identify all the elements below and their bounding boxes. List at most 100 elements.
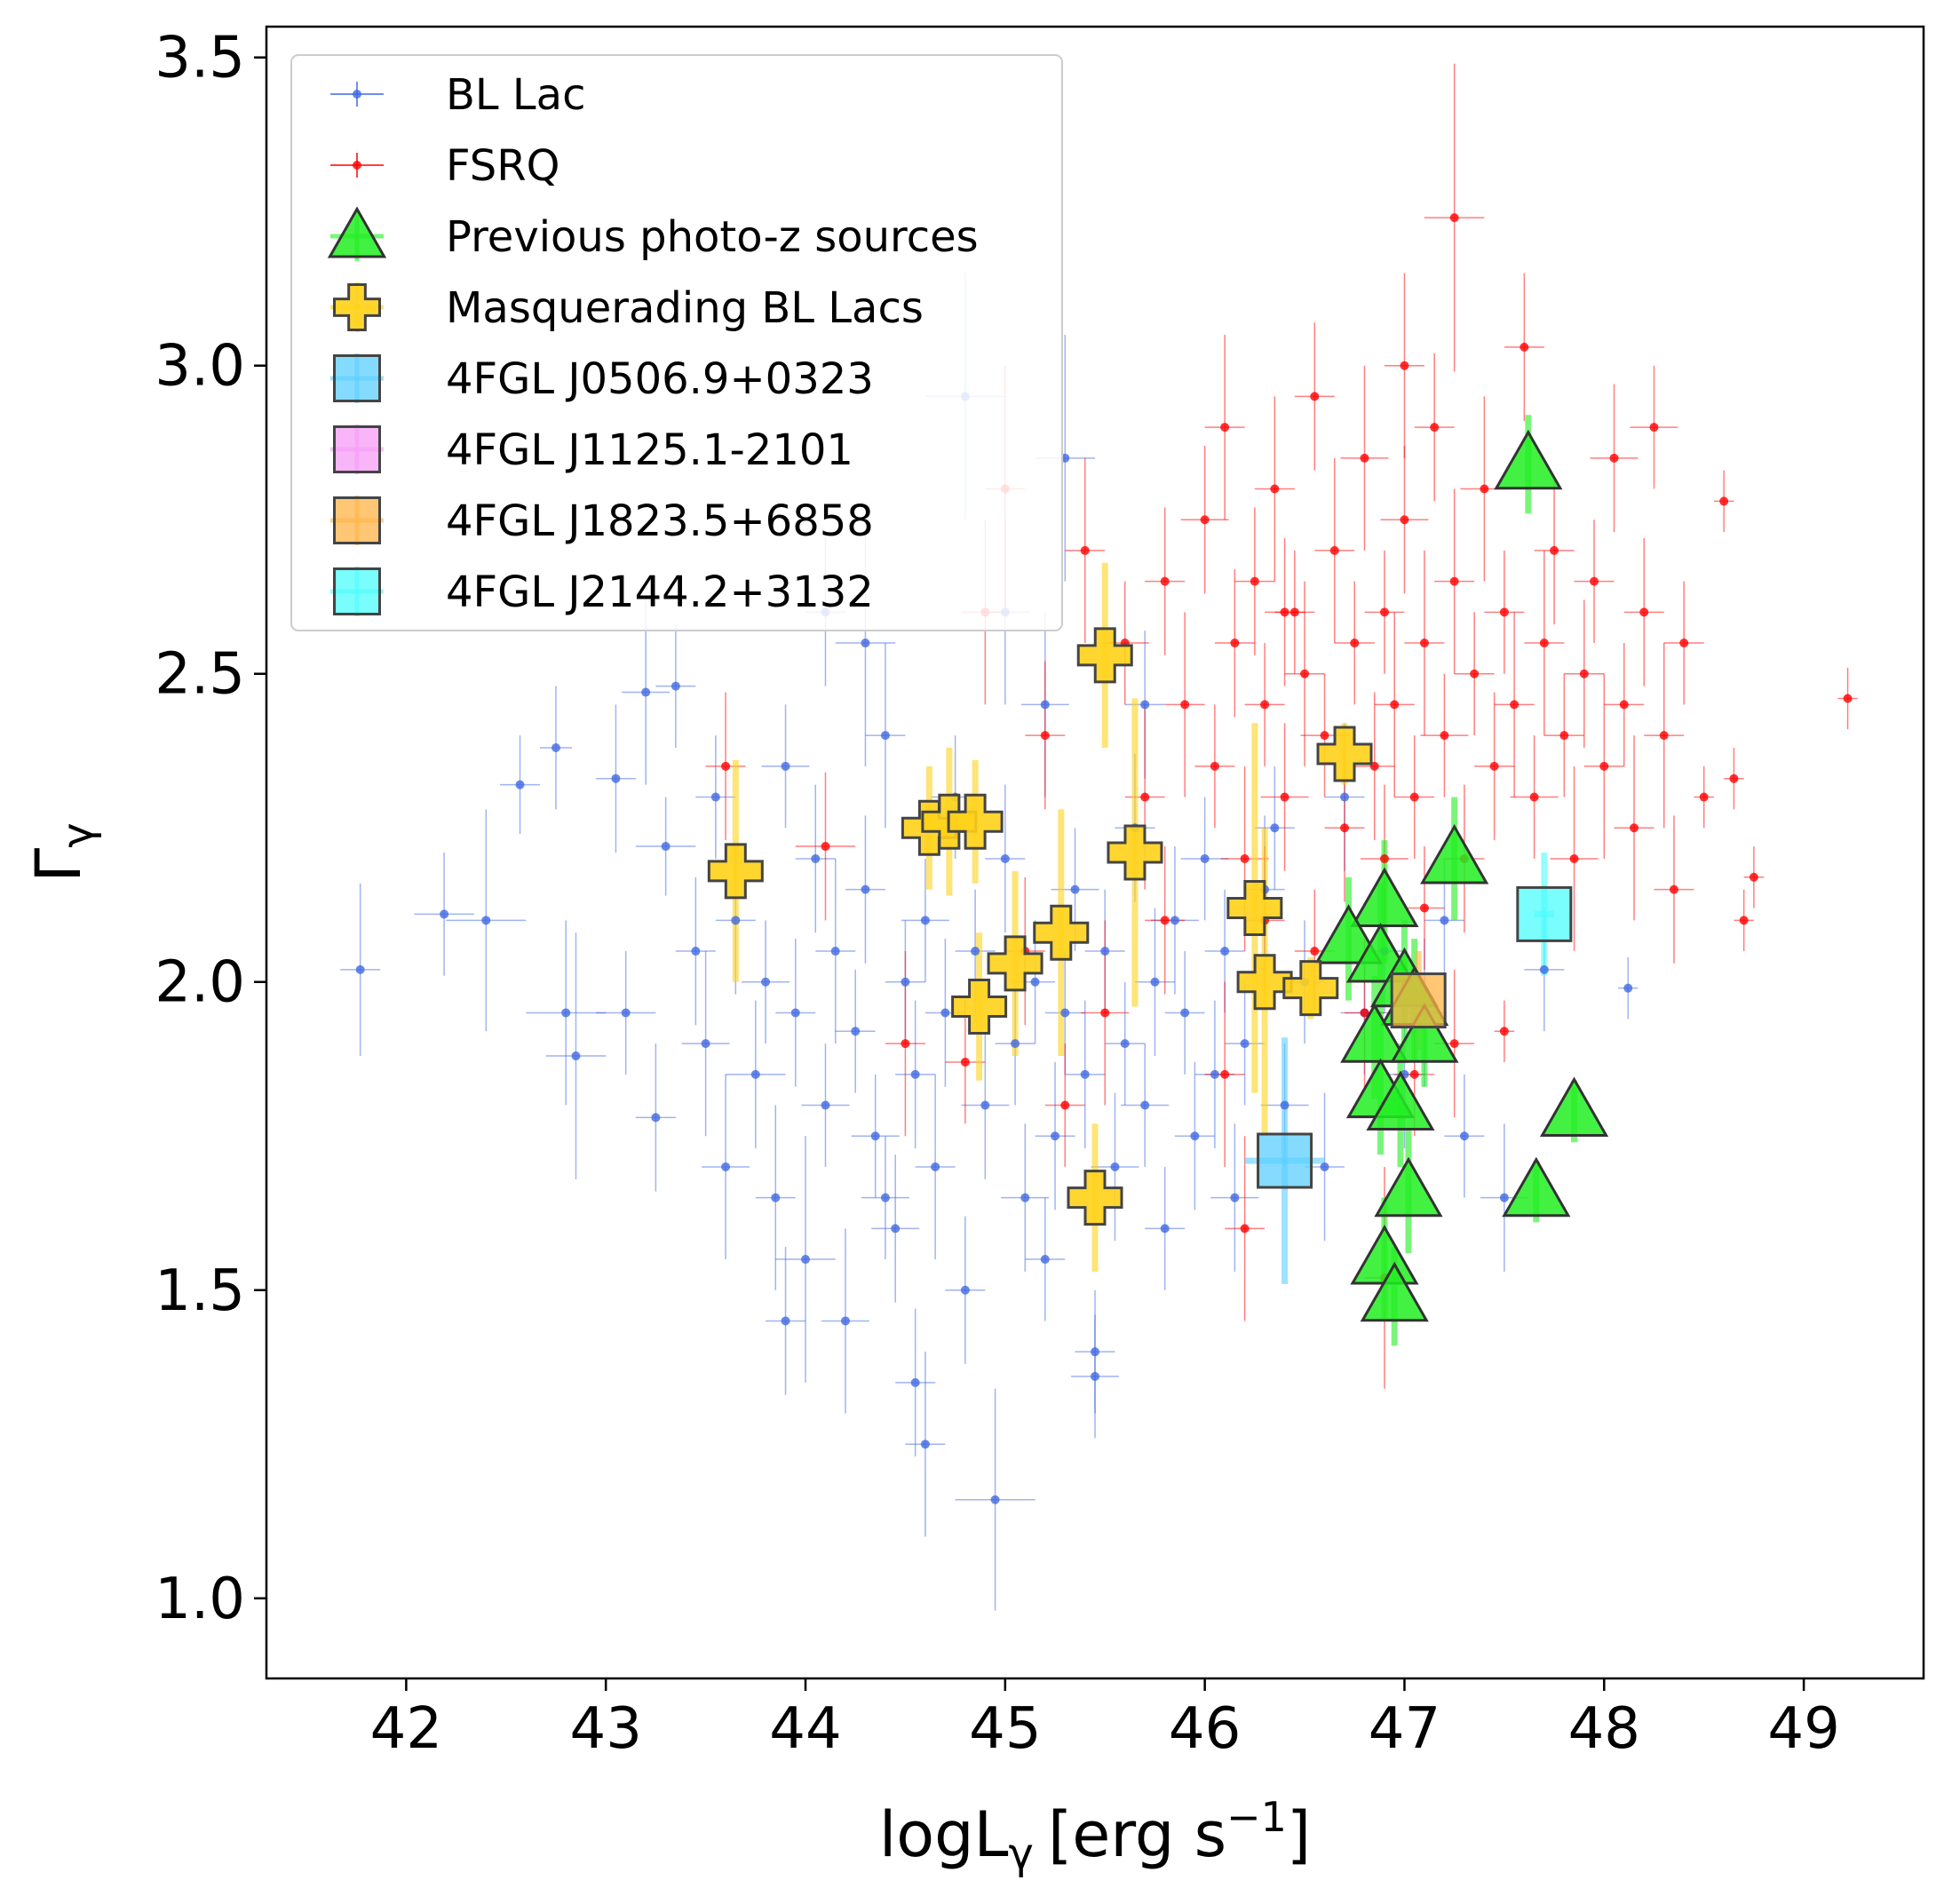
bl_lac-point: [1040, 1255, 1050, 1265]
fsrq-point: [1550, 545, 1559, 555]
fsrq-point: [1340, 823, 1350, 833]
y-tick-label: 2.5: [155, 642, 245, 708]
masquerading-point: [951, 979, 1008, 1035]
bl_lac-point: [355, 964, 365, 974]
bl_lac-point: [1120, 1039, 1130, 1049]
bl_lac-point: [880, 1193, 890, 1202]
fsrq-point: [1480, 484, 1489, 494]
masquerading-point: [1076, 627, 1133, 684]
bl_lac-point: [651, 1113, 661, 1123]
fsrq-point: [1449, 213, 1459, 223]
fsrq-point: [1499, 607, 1509, 617]
bl_lac-point: [1011, 1039, 1020, 1049]
bl_lac-point: [1440, 916, 1449, 925]
fsrq-point: [1659, 731, 1669, 741]
masquerading-point: [1236, 954, 1293, 1011]
fsrq-point: [1609, 453, 1619, 463]
previous_photoz-point: [1350, 867, 1419, 928]
fsrq-point: [1350, 639, 1360, 648]
legend-label: BL Lac: [446, 70, 585, 120]
x-axis-title-sub: γ: [1009, 1829, 1034, 1879]
bl_lac-point: [561, 1008, 571, 1018]
bl_lac-point: [1623, 983, 1633, 993]
fsrq-point: [1599, 761, 1609, 771]
bl_lac-point: [761, 977, 771, 987]
bl_lac-point: [1499, 1193, 1509, 1202]
legend-label: FSRQ: [446, 141, 559, 191]
x-tick-label: 47: [1369, 1696, 1440, 1762]
legend-label: 4FGL J0506.9+0323: [446, 354, 874, 404]
bl_lac-point: [1000, 853, 1010, 863]
bl_lac-point: [1020, 1193, 1030, 1202]
fsrq-point: [1390, 700, 1400, 710]
bl_lac-point: [801, 1255, 811, 1265]
previous_photoz-point: [1502, 1156, 1571, 1218]
previous_photoz-point: [1313, 904, 1384, 964]
bl_lac-point: [781, 1316, 790, 1326]
legend-box: [290, 54, 1063, 631]
bl_lac-point: [701, 1039, 710, 1049]
fsrq-point: [1060, 1100, 1070, 1110]
previous_photoz-point: [1539, 1076, 1609, 1137]
masquerading-point: [707, 843, 764, 900]
x-tick-label: 46: [1169, 1696, 1241, 1762]
fsrq-point: [1360, 453, 1369, 463]
legend-marker: [327, 206, 387, 258]
fsrq-point: [1569, 853, 1579, 863]
fsrq-point: [1499, 1027, 1509, 1036]
bl_lac-point: [1140, 1100, 1150, 1110]
fsrq-point: [1310, 947, 1320, 956]
fsrq-point: [1230, 639, 1240, 648]
fsrq-point: [1699, 792, 1709, 802]
bl_lac-point: [440, 909, 449, 919]
y-axis-title-main: Γ: [22, 848, 95, 883]
y-tick-label: 1.5: [155, 1258, 245, 1324]
x-axis-title-exp: −1: [1226, 1793, 1287, 1841]
bl_lac-point: [880, 731, 890, 741]
bl_lac-point: [910, 1069, 920, 1079]
masquerading-point: [1282, 960, 1339, 1017]
legend-marker: [353, 90, 361, 99]
bl_lac-point: [1200, 853, 1210, 863]
fsrq-point: [1280, 607, 1289, 617]
masquerading-point: [1067, 1170, 1123, 1226]
previous_photoz-point: [1374, 1156, 1443, 1218]
masquerading-point: [1316, 726, 1373, 782]
fsrq-point: [1220, 423, 1230, 432]
fsrq-point: [1289, 607, 1299, 617]
fsrq-point: [1579, 669, 1589, 678]
bl_lac-point: [891, 1224, 901, 1234]
bl_lac-point: [1220, 947, 1230, 956]
y-tick-label: 2.0: [155, 950, 245, 1016]
fsrq-point: [1430, 423, 1440, 432]
fsrq-point: [1260, 700, 1270, 710]
bl_lac-point: [1080, 1069, 1090, 1079]
fsrq-point: [1669, 885, 1678, 894]
fsrq-point: [1470, 669, 1480, 678]
legend-marker: [333, 283, 381, 331]
fsrq-point: [1440, 731, 1449, 741]
y-tick-label: 1.0: [155, 1567, 245, 1632]
x-tick-label: 45: [969, 1696, 1041, 1762]
x-tick-label: 43: [569, 1696, 641, 1762]
plot-frame: [265, 25, 1925, 1680]
bl_lac-point: [661, 842, 670, 852]
fsrq-point: [1329, 545, 1339, 555]
bl_lac-point: [1060, 1008, 1070, 1018]
bl_lac-point: [611, 774, 621, 783]
bl_lac-point: [710, 792, 720, 802]
fsrq-point: [1200, 515, 1210, 525]
fsrq-point: [1409, 1069, 1419, 1079]
fsrq-point: [1210, 761, 1219, 771]
j1823-point: [1390, 972, 1447, 1029]
fsrq-point: [1140, 792, 1150, 802]
masquerading-point: [1226, 879, 1283, 936]
x-tick-label: 48: [1568, 1696, 1640, 1762]
previous_photoz-point: [1494, 429, 1563, 490]
fsrq-point: [1160, 916, 1170, 925]
previous_photoz-point: [1390, 1003, 1459, 1063]
bl_lac-point: [821, 1100, 830, 1110]
bl_lac-point: [731, 916, 741, 925]
fsrq-point: [1630, 823, 1639, 833]
previous_photoz-point: [1340, 1003, 1409, 1063]
